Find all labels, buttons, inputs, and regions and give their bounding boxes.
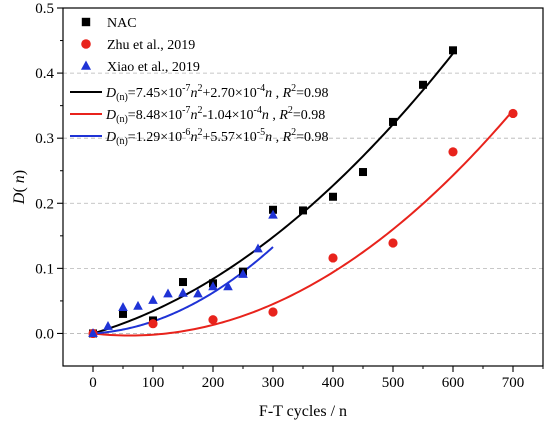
legend-marker xyxy=(80,60,92,70)
legend: NAC Zhu et al., 2019 Xiao et al., 2019 D(n)… xyxy=(70,16,329,147)
data-point xyxy=(359,168,367,177)
x-tick-label: 200 xyxy=(202,375,225,391)
y-tick-label: 0.1 xyxy=(35,261,54,277)
data-point xyxy=(118,302,128,312)
x-tick-label: 400 xyxy=(322,375,345,391)
y-tick-label: 0.3 xyxy=(35,131,54,147)
y-axis-title: D( n) xyxy=(11,170,28,205)
data-point xyxy=(193,288,203,298)
data-point xyxy=(148,294,158,304)
x-tick-label: 500 xyxy=(382,375,405,391)
series-triangle xyxy=(88,209,278,338)
y-tick-label: 0.2 xyxy=(35,196,54,212)
data-point xyxy=(448,147,458,157)
x-tick-label: 300 xyxy=(262,375,285,391)
data-point xyxy=(388,238,398,248)
legend-label: Zhu et al., 2019 xyxy=(107,38,195,53)
legend-marker xyxy=(81,17,91,27)
fit-equation: D(n)=1.29×10-6n2+5.57×10-5n , R2=0.98 xyxy=(105,127,329,147)
x-axis-ticks: 0 100 200 300 400 500 600 700 xyxy=(89,366,544,391)
x-tick-label: 0 xyxy=(89,375,97,391)
fit-equation: D(n)=7.45×10-7n2+2.70×10-4n , R2=0.98 xyxy=(105,83,329,103)
data-point xyxy=(208,281,218,291)
data-points xyxy=(88,46,518,339)
data-point xyxy=(238,268,248,278)
legend-marker xyxy=(81,39,91,49)
data-point xyxy=(419,80,427,89)
data-point xyxy=(119,309,127,318)
y-tick-label: 0.4 xyxy=(35,66,54,82)
x-tick-label: 700 xyxy=(502,375,525,391)
data-point xyxy=(389,117,397,126)
y-axis-ticks: 0.0 0.1 0.2 0.3 0.4 0.5 xyxy=(35,1,63,342)
data-point xyxy=(133,300,143,310)
data-point xyxy=(208,315,218,325)
legend-label: Xiao et al., 2019 xyxy=(107,60,200,75)
y-axis-title-paren: ( xyxy=(11,187,28,192)
legend-label: NAC xyxy=(107,16,137,31)
data-point xyxy=(268,209,278,219)
fit-curve xyxy=(92,109,514,337)
data-point xyxy=(253,243,263,253)
data-point xyxy=(328,253,338,263)
data-point xyxy=(88,328,98,338)
y-axis-title-main: D xyxy=(11,192,28,205)
grid-lines xyxy=(63,72,543,334)
data-point xyxy=(179,278,187,287)
data-point xyxy=(449,46,457,55)
y-tick-label: 0.5 xyxy=(35,1,54,17)
x-axis-title: F-T cycles / n xyxy=(259,403,347,420)
data-point xyxy=(223,281,233,291)
x-tick-label: 100 xyxy=(142,375,165,391)
y-axis-title-variable: n xyxy=(11,175,28,183)
data-point xyxy=(268,307,278,317)
data-point xyxy=(178,287,188,297)
data-point xyxy=(163,288,173,298)
data-point xyxy=(508,108,518,119)
y-axis-title-close: ) xyxy=(11,170,28,175)
fit-equation: D(n)=8.48×10-7n2-1.04×10-4n , R2=0.98 xyxy=(105,105,325,125)
x-tick-label: 600 xyxy=(442,375,465,391)
y-tick-label: 0.0 xyxy=(35,326,54,342)
data-point xyxy=(329,192,337,201)
data-point xyxy=(148,319,158,329)
data-point xyxy=(103,320,113,330)
data-point xyxy=(299,206,307,215)
